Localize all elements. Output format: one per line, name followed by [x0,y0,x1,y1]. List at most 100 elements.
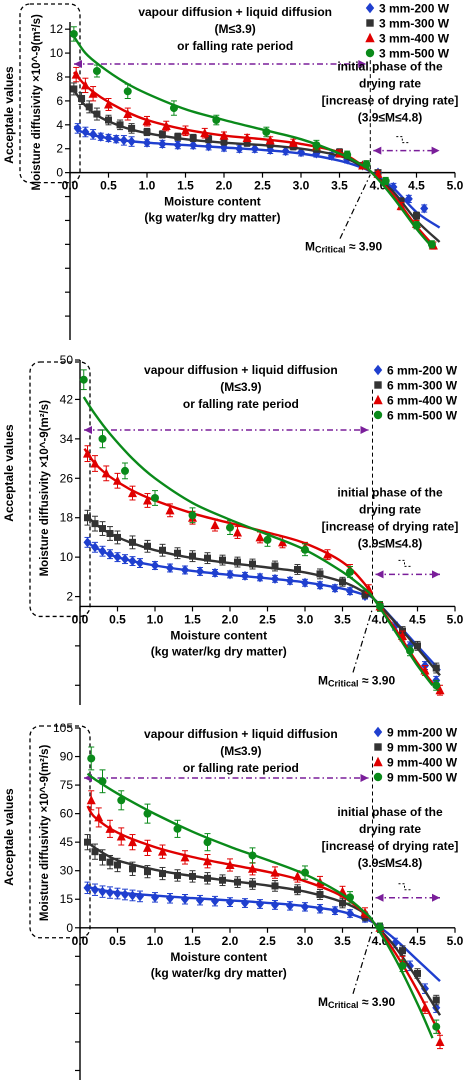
y-tick-label: 6 [56,94,63,108]
data-point [159,546,166,554]
data-point [242,132,252,142]
data-point [219,130,229,140]
data-point [220,138,228,146]
data-point [414,642,421,650]
data-point [166,893,174,904]
data-point [181,894,189,905]
data-point [271,882,279,890]
y-tick-label: 90 [60,750,74,764]
data-point [286,900,294,911]
data-point [210,520,220,530]
data-point [226,897,234,908]
legend-marker [365,2,375,14]
x-tick-label: 3.0 [297,934,314,948]
region2-text: initial phase of the [337,60,443,74]
critical-pointer [352,929,374,994]
x-tick-label: 2.5 [259,934,276,948]
data-point [73,123,82,134]
data-point [104,132,113,143]
x-tick-label: 3.5 [334,612,351,626]
critical-label: MCritical ≈ 3.90 [318,673,395,688]
data-point [79,375,88,384]
legend-marker [373,756,383,767]
data-point [121,554,129,565]
data-point [105,823,115,833]
data-point [94,812,104,822]
data-point [158,130,166,138]
data-point [316,903,324,914]
arrow-head-left [74,60,82,68]
data-point [173,824,182,833]
y-tick-label: 8 [56,70,63,84]
x-tick-label: 1.0 [139,179,156,193]
data-point [129,538,136,546]
acceptable-values-label: Acceptale values [2,424,16,522]
critical-label: MCritical ≈ 3.90 [305,240,382,255]
data-point [331,583,339,594]
legend-marker [373,410,383,420]
arrow-head-right [432,570,440,579]
data-point [189,552,196,560]
region1-text: or falling rate period [183,761,299,775]
data-point [420,203,429,214]
data-point [129,865,136,873]
data-point [84,514,91,522]
x-axis-title: Moisture content [170,628,267,642]
data-point [256,572,264,583]
x-tick-label: 1.0 [147,934,164,948]
data-point [432,681,441,690]
data-point [98,886,107,897]
y-tick-label: 60 [60,807,74,821]
data-point [128,890,137,901]
data-point [169,104,178,113]
arrow-head-right [358,60,367,68]
data-point [96,131,105,142]
data-point [174,871,181,879]
x-tick-label: 1.5 [177,179,194,193]
data-point [432,664,440,672]
data-point [316,890,324,898]
legend-marker [374,743,382,751]
legend-marker [366,19,374,27]
series-square [84,509,441,677]
legend-marker [365,48,375,58]
data-point [204,874,211,882]
data-point [323,549,332,559]
data-point [263,535,272,544]
data-point [91,520,99,528]
data-point [121,466,129,475]
x-tick-label: 2.0 [222,934,239,948]
legend-label: 3 mm-300 W [379,17,450,31]
data-point [420,1002,430,1012]
region2-text: drying rate [359,502,421,516]
region2-text: [increase of drying rate] [322,94,459,108]
data-point [113,552,122,563]
y-tick-label: 34 [60,432,74,446]
data-point [181,564,189,575]
data-point [399,947,406,955]
data-point [301,901,309,912]
legend-marker [374,381,382,389]
data-point [270,867,280,877]
data-point [241,570,249,581]
data-point [91,884,99,895]
data-point [143,842,152,852]
x-tick-label: 2.5 [259,612,276,626]
data-point [346,908,354,919]
data-point [93,110,101,118]
data-point [301,868,309,877]
acceptable-region-box [29,725,91,939]
legend-label: 3 mm-500 W [379,47,450,61]
y-tick-label: 10 [60,550,74,564]
data-point [316,580,324,591]
data-point [234,878,241,886]
data-point [117,796,126,805]
region1-text: (M≤3.9) [220,380,261,394]
data-point [203,838,212,847]
data-point [91,542,99,553]
data-point [143,128,151,136]
pointer-line [398,559,413,567]
x-axis-subtitle: (kg water/kg dry matter) [144,211,280,225]
chart-panel-3: 0 15 30 45 60 75 90 105 0.0 0.5 1.0 1.5 2.0 2.5 3.0 3.5… [2,721,464,1080]
